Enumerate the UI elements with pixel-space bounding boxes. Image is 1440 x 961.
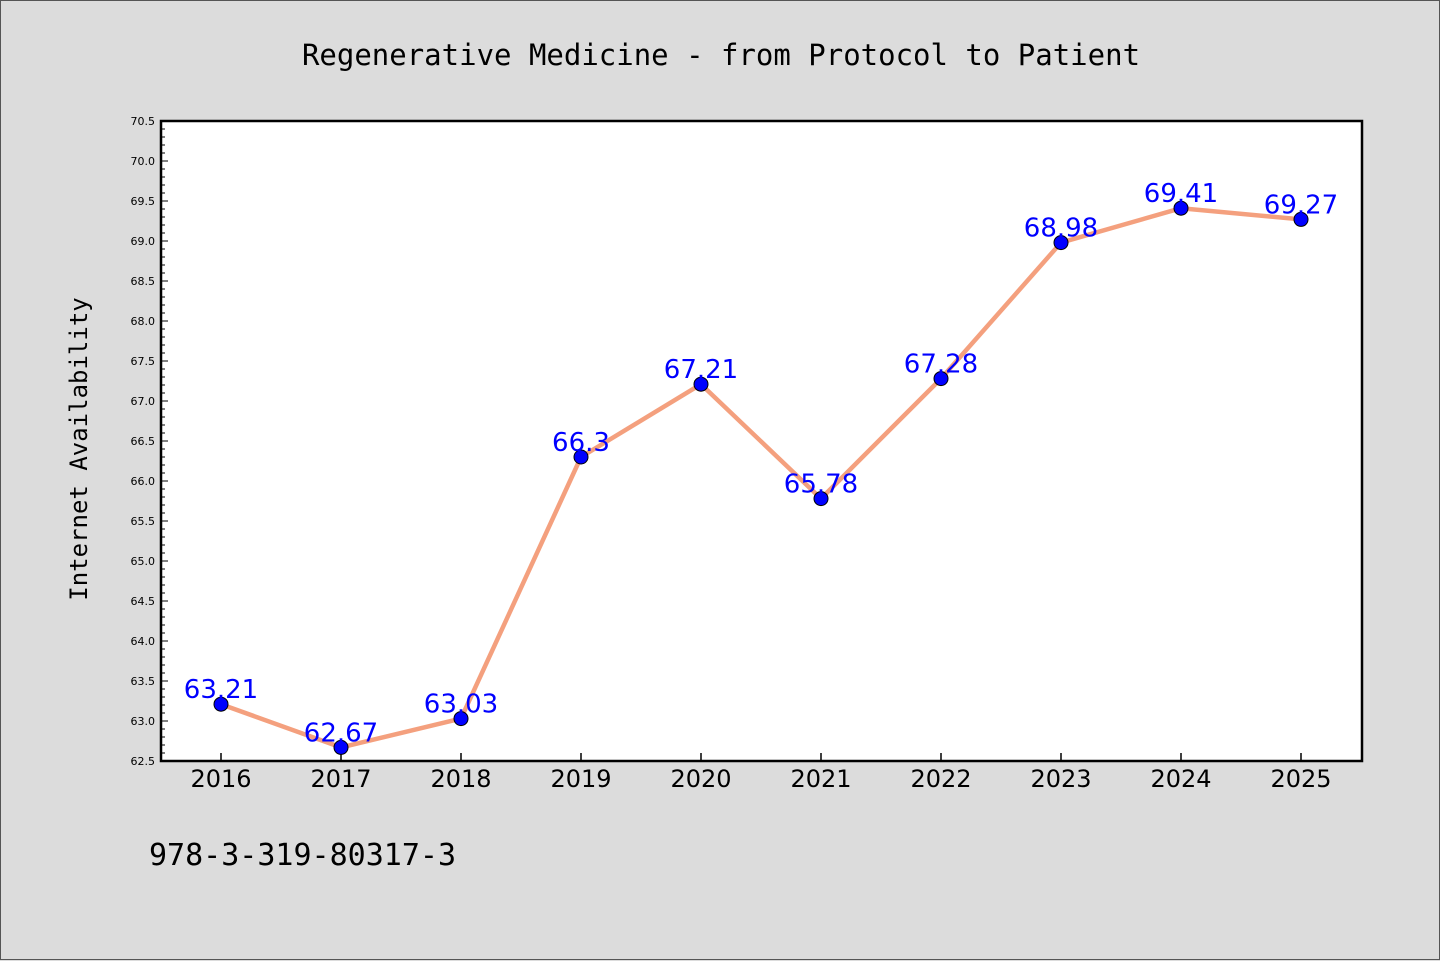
x-tick-label: 2019 xyxy=(550,765,611,793)
y-axis: 62.5 63.0 63.5 64.0 64.5 65.0 65.5 66.0 66.5 67.0… xyxy=(131,115,168,768)
data-label: 62.67 xyxy=(304,718,378,748)
y-tick-label: 69.5 xyxy=(131,195,156,208)
data-point xyxy=(693,376,709,392)
x-tick-label: 2021 xyxy=(790,765,851,793)
x-tick-label: 2017 xyxy=(310,765,371,793)
y-tick-label: 65.0 xyxy=(131,555,156,568)
data-label: 63.03 xyxy=(424,690,498,720)
data-label: 67.28 xyxy=(904,350,978,380)
y-tick-label: 66.0 xyxy=(131,475,156,488)
y-tick-label: 66.5 xyxy=(131,435,156,448)
data-point xyxy=(1053,235,1069,251)
data-label: 66.3 xyxy=(552,428,610,458)
y-tick-label: 65.5 xyxy=(131,515,156,528)
x-tick-label: 2025 xyxy=(1270,765,1331,793)
y-tick-label: 70.5 xyxy=(131,115,156,128)
x-axis: 2016 2017 2018 2019 2020 2021 2022 2023 2024 2025 xyxy=(190,753,1332,793)
y-tick-label: 64.0 xyxy=(131,635,156,648)
y-axis-label: Internet Availability xyxy=(65,297,93,600)
data-labels: 63.21 62.67 63.03 66.3 67.21 65.78 67.28 68.98 6… xyxy=(184,179,1338,748)
x-tick-label: 2024 xyxy=(1150,765,1211,793)
x-tick-label: 2023 xyxy=(1030,765,1091,793)
x-tick-label: 2022 xyxy=(910,765,971,793)
y-tick-label: 70.0 xyxy=(131,155,156,168)
y-tick-label: 68.0 xyxy=(131,315,156,328)
series-line xyxy=(218,205,1304,750)
data-point xyxy=(333,739,349,755)
data-label: 67.21 xyxy=(664,355,738,385)
chart-title: Regenerative Medicine - from Protocol to… xyxy=(302,38,1140,72)
data-label: 63.21 xyxy=(184,675,258,705)
y-tick-label: 64.5 xyxy=(131,595,156,608)
x-tick-label: 2020 xyxy=(670,765,731,793)
data-point xyxy=(933,371,949,387)
y-tick-label: 63.5 xyxy=(131,675,156,688)
data-point xyxy=(813,491,829,507)
data-point xyxy=(1173,200,1189,216)
data-point xyxy=(1293,211,1309,227)
data-label: 69.27 xyxy=(1264,190,1338,220)
data-label: 68.98 xyxy=(1024,214,1098,244)
y-tick-label: 68.5 xyxy=(131,275,156,288)
data-point xyxy=(453,711,469,727)
x-tick-label: 2018 xyxy=(430,765,491,793)
data-label: 65.78 xyxy=(784,470,858,500)
footnote-isbn: 978-3-319-80317-3 xyxy=(149,838,456,873)
data-point xyxy=(573,449,589,465)
y-tick-label: 62.5 xyxy=(131,755,156,768)
x-tick-label: 2016 xyxy=(190,765,251,793)
y-tick-label: 63.0 xyxy=(131,715,156,728)
y-tick-label: 67.0 xyxy=(131,395,156,408)
data-label: 69.41 xyxy=(1144,179,1218,209)
y-tick-label: 69.0 xyxy=(131,235,156,248)
data-point xyxy=(213,696,229,712)
y-tick-label: 67.5 xyxy=(131,355,156,368)
data-markers xyxy=(213,200,1309,755)
